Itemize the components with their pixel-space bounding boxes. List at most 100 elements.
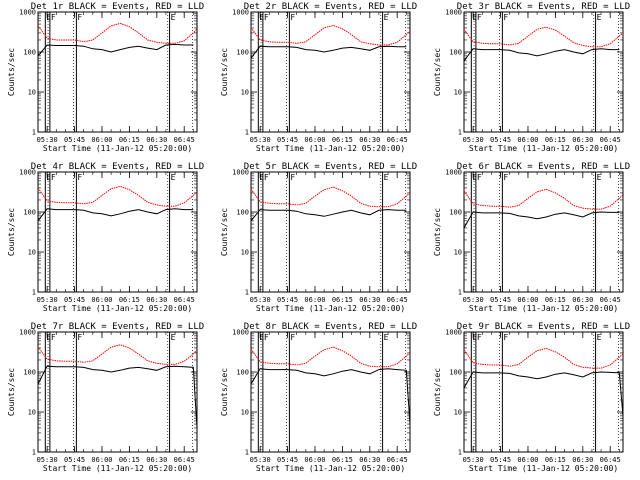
y-tick-label: 10 <box>454 89 462 97</box>
x-tick-label: 05:45 <box>64 296 85 304</box>
plot-frame <box>250 331 411 453</box>
x-tick-label: 05:45 <box>277 136 298 144</box>
x-tick-label: 06:00 <box>304 136 325 144</box>
panel-title: Det 2r BLACK = Events, RED = LLD <box>244 2 417 12</box>
y-tick-label: 10 <box>241 409 249 417</box>
x-tick-label: 06:00 <box>91 136 112 144</box>
y-tick-label: 1 <box>32 289 36 297</box>
y-tick-label: 1 <box>245 129 249 137</box>
panel-7: Det 7r BLACK = Events, RED = LLD 1 10 100 10… <box>7 322 204 473</box>
marker-label: F <box>477 13 482 22</box>
y-tick-label: 1 <box>32 449 36 457</box>
x-tick-label: 06:15 <box>119 456 140 464</box>
marker-label: E <box>597 13 602 22</box>
y-tick-label: 1000 <box>445 329 462 337</box>
x-axis-label: Start Time (11-Jan-12 05:20:00) <box>469 304 618 313</box>
panel-2: Det 2r BLACK = Events, RED = LLD 1 10 100 10… <box>220 2 417 153</box>
series-events <box>37 43 194 57</box>
y-tick-label: 1000 <box>232 9 249 17</box>
y-tick-label: 10 <box>241 89 249 97</box>
y-tick-label: 1000 <box>445 169 462 177</box>
y-tick-label: 100 <box>23 49 36 57</box>
x-axis-label: Start Time (11-Jan-12 05:20:00) <box>256 144 405 153</box>
x-tick-label: 06:45 <box>387 456 408 464</box>
marker-label: F <box>51 13 56 22</box>
marker-label: F <box>77 333 82 342</box>
plot-frame <box>37 331 198 453</box>
x-tick-label: 06:45 <box>600 296 621 304</box>
y-axis-label: Counts/sec <box>433 368 442 416</box>
panel-8: Det 8r BLACK = Events, RED = LLD 1 10 100 10… <box>220 322 417 473</box>
panel-title: Det 3r BLACK = Events, RED = LLD <box>457 2 630 12</box>
marker-label: E <box>597 173 602 182</box>
x-tick-label: 06:30 <box>359 456 380 464</box>
marker-label: E <box>46 13 51 22</box>
marker-label: F <box>51 333 56 342</box>
marker-label: E <box>472 13 477 22</box>
x-tick-label: 05:30 <box>37 136 58 144</box>
x-tick-label: 06:45 <box>387 136 408 144</box>
series-lld <box>463 26 624 48</box>
marker-label: F <box>290 173 295 182</box>
panel-5: Det 5r BLACK = Events, RED = LLD 1 10 100 10… <box>220 162 417 313</box>
x-tick-label: 06:45 <box>174 296 195 304</box>
marker-label: E <box>259 13 264 22</box>
x-tick-label: 06:45 <box>600 456 621 464</box>
marker-label: F <box>477 173 482 182</box>
y-axis-label: Counts/sec <box>433 48 442 96</box>
series-lld <box>463 188 624 210</box>
x-tick-label: 05:30 <box>250 296 271 304</box>
series-events <box>250 209 407 222</box>
y-tick-label: 10 <box>241 249 249 257</box>
y-tick-label: 1000 <box>232 169 249 177</box>
panel-title: Det 9r BLACK = Events, RED = LLD <box>457 322 630 332</box>
marker-label: F <box>290 333 295 342</box>
series-events <box>37 208 194 222</box>
y-tick-label: 100 <box>23 209 36 217</box>
x-axis-label: Start Time (11-Jan-12 05:20:00) <box>43 304 192 313</box>
x-tick-label: 06:00 <box>91 456 112 464</box>
x-tick-label: 06:30 <box>146 136 167 144</box>
x-tick-label: 06:15 <box>119 296 140 304</box>
y-tick-label: 10 <box>454 409 462 417</box>
series-events <box>463 48 620 62</box>
y-tick-label: 100 <box>236 209 249 217</box>
marker-label: F <box>503 13 508 22</box>
y-tick-label: 100 <box>449 209 462 217</box>
y-tick-label: 1 <box>245 289 249 297</box>
x-axis-label: Start Time (11-Jan-12 05:20:00) <box>43 144 192 153</box>
x-tick-label: 05:30 <box>463 456 484 464</box>
marker-label: E <box>259 173 264 182</box>
plot-frame <box>250 11 411 133</box>
panel-title: Det 5r BLACK = Events, RED = LLD <box>244 162 417 172</box>
x-tick-label: 06:30 <box>359 136 380 144</box>
x-tick-label: 06:15 <box>545 136 566 144</box>
x-tick-label: 06:15 <box>545 456 566 464</box>
panel-title: Det 7r BLACK = Events, RED = LLD <box>31 322 204 332</box>
panel-4: Det 4r BLACK = Events, RED = LLD 1 10 100 10… <box>7 162 204 313</box>
x-tick-label: 05:45 <box>64 456 85 464</box>
panel-title: Det 4r BLACK = Events, RED = LLD <box>31 162 204 172</box>
series-events <box>463 371 624 416</box>
marker-label: F <box>77 13 82 22</box>
y-tick-label: 1 <box>245 449 249 457</box>
marker-label: E <box>384 333 389 342</box>
panel-6: Det 6r BLACK = Events, RED = LLD 1 10 100 10… <box>433 162 630 313</box>
series-lld <box>37 185 198 207</box>
x-tick-label: 06:00 <box>517 136 538 144</box>
y-axis-label: Counts/sec <box>220 48 229 96</box>
x-axis-label: Start Time (11-Jan-12 05:20:00) <box>256 304 405 313</box>
x-tick-label: 06:00 <box>517 296 538 304</box>
plot-frame <box>463 331 624 453</box>
marker-label: E <box>597 333 602 342</box>
x-tick-label: 06:45 <box>174 136 195 144</box>
y-tick-label: 100 <box>449 49 462 57</box>
marker-label: F <box>290 13 295 22</box>
marker-label: E <box>472 173 477 182</box>
plot-frame <box>250 171 411 293</box>
panel-title: Det 1r BLACK = Events, RED = LLD <box>31 2 204 12</box>
marker-label: E <box>46 333 51 342</box>
y-tick-label: 10 <box>28 249 36 257</box>
x-tick-label: 06:30 <box>146 296 167 304</box>
y-axis-label: Counts/sec <box>7 368 16 416</box>
